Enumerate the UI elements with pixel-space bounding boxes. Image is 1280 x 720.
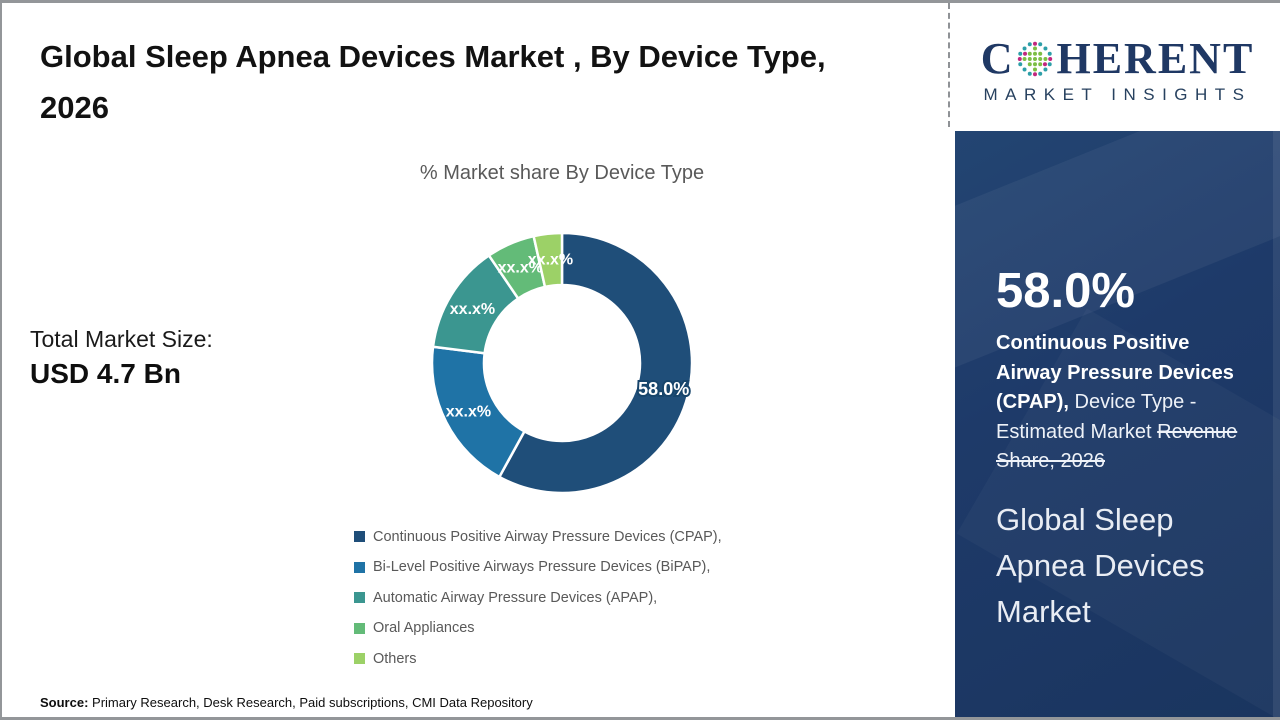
panel-texture xyxy=(1273,131,1280,717)
donut-segment-5 xyxy=(532,231,564,289)
legend-label: Continuous Positive Airway Pressure Devi… xyxy=(373,528,722,545)
panel-market-title: Global Sleep Apnea Devices Market xyxy=(996,502,1205,629)
stat-context: Device Type - Estimated Market xyxy=(996,391,1197,443)
slice-label-2: xx.x% xyxy=(446,404,491,421)
legend-swatch xyxy=(354,653,365,664)
legend-swatch xyxy=(354,592,365,603)
brand-suffix: HERENT xyxy=(1056,34,1255,83)
legend-item: Automatic Airway Pressure Devices (APAP)… xyxy=(354,587,722,608)
legend-label: Others xyxy=(373,650,417,667)
stat-strikethrough-text: Revenue Share, 2026 xyxy=(996,420,1238,473)
stat-segment-name: Continuous Positive Airway Pressure Devi… xyxy=(996,332,1234,413)
brand-logo: C xyxy=(981,37,1255,81)
slice-label-4: xx.x% xyxy=(498,260,543,277)
donut-segment-1 xyxy=(498,231,694,495)
legend-item: Bi-Level Positive Airways Pressure Devic… xyxy=(354,557,722,578)
legend-label: Automatic Airway Pressure Devices (APAP)… xyxy=(373,589,658,606)
highlight-panel: 58.0% Continuous Positive Airway Pressur… xyxy=(955,131,1280,717)
stat-value: 58.0% xyxy=(996,264,1135,318)
legend-item: Others xyxy=(354,648,722,669)
legend-swatch xyxy=(354,622,365,634)
total-market-size: Total Market Size: USD 4.7 Bn xyxy=(30,326,213,390)
legend-item: Oral Appliances xyxy=(354,618,722,639)
source-text: Primary Research, Desk Research, Paid su… xyxy=(88,695,533,710)
globe-dots-icon xyxy=(1018,41,1053,77)
legend-swatch xyxy=(354,561,365,573)
legend-item: Continuous Positive Airway Pressure Devi… xyxy=(354,526,722,547)
slice-label-5: xx.x% xyxy=(528,252,573,269)
dashed-divider xyxy=(948,3,950,127)
total-market-value: USD 4.7 Bn xyxy=(30,358,181,389)
chart-legend: Continuous Positive Airway Pressure Devi… xyxy=(354,526,722,679)
brand-tagline: MARKET INSIGHTS xyxy=(983,85,1252,104)
chart-title: % Market share By Device Type xyxy=(419,162,705,184)
page-title: Global Sleep Apnea Devices Market , By D… xyxy=(40,39,826,125)
source-label: Source: xyxy=(40,695,89,710)
legend-label: Bi-Level Positive Airways Pressure Devic… xyxy=(373,559,711,575)
stat-description: Continuous Positive Airway Pressure Devi… xyxy=(996,329,1252,477)
slice-label-1: 58.0% xyxy=(638,379,689,399)
source-line: Source: Primary Research, Desk Research,… xyxy=(40,695,533,710)
slice-label-3: xx.x% xyxy=(450,301,495,318)
brand-prefix: C xyxy=(980,34,1015,83)
legend-swatch xyxy=(354,531,365,542)
logo-area: C xyxy=(955,3,1280,131)
legend-label: Oral Appliances xyxy=(373,620,475,636)
donut-chart: 58.0%xx.x%xx.x%xx.x%xx.x% xyxy=(430,231,694,495)
total-market-label: Total Market Size: xyxy=(30,326,213,352)
